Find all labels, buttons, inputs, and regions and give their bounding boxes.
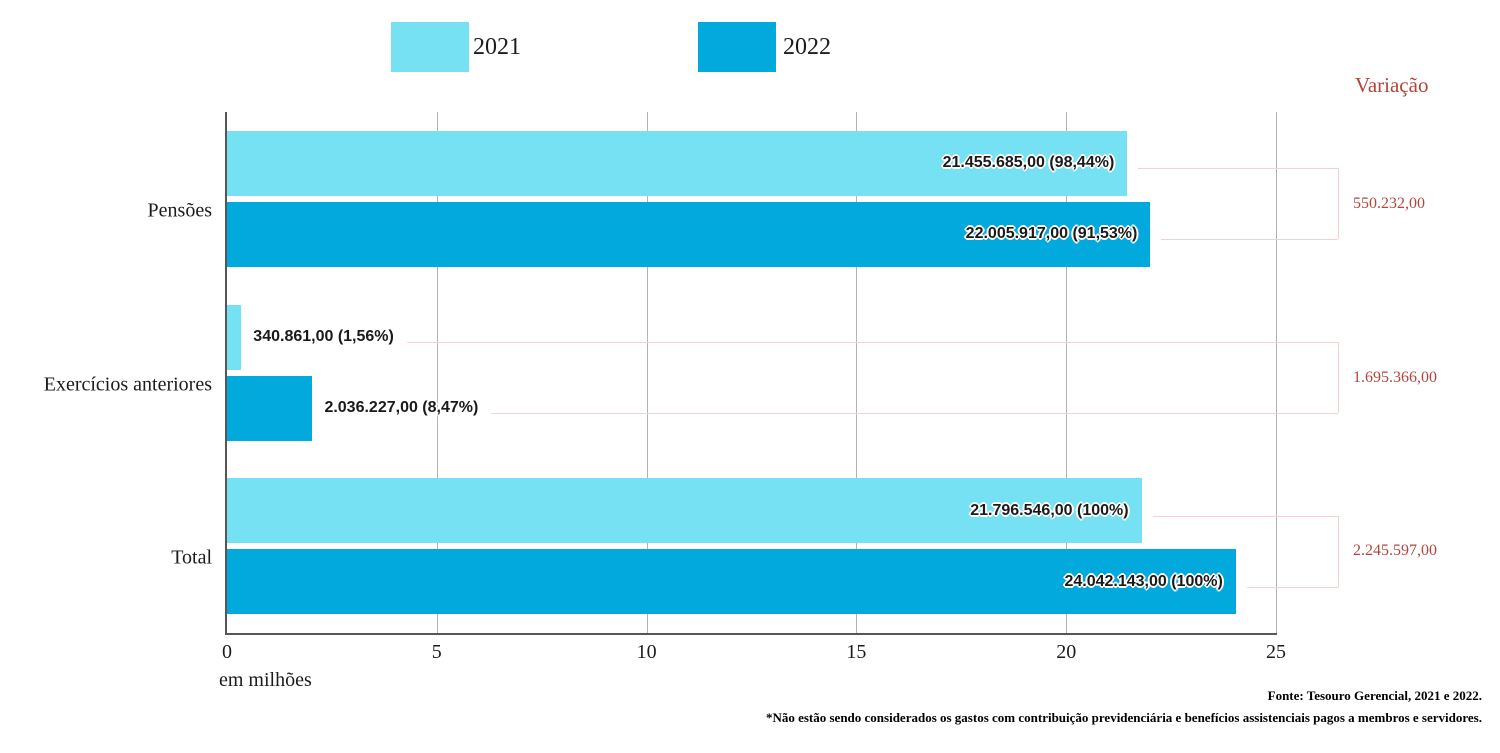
variation-bracket-2 xyxy=(1338,342,1339,413)
x-axis-unit-note: em milhões xyxy=(219,669,312,691)
legend-label-2021: 2021 xyxy=(473,34,521,60)
variation-value-1: 550.232,00 xyxy=(1353,194,1425,212)
variation-connector-2021-1 xyxy=(1138,168,1338,170)
variation-bracket-3 xyxy=(1338,515,1339,587)
x-tick-label-20: 20 xyxy=(1056,641,1077,663)
variation-connector-2021-3 xyxy=(1152,515,1338,517)
legend-swatch-2021 xyxy=(391,22,469,72)
variation-value-2: 1.695.366,00 xyxy=(1353,368,1437,386)
bar-label-2022-2: 2.036.227,00 (8,47%) xyxy=(324,399,479,416)
footer-note: *Não estão sendo considerados os gastos … xyxy=(765,710,1482,725)
x-tick-label-5: 5 xyxy=(431,641,442,663)
variation-bracket-1 xyxy=(1338,168,1339,240)
x-axis-line xyxy=(225,633,1277,635)
gridline-5 xyxy=(436,112,438,633)
gridline-20 xyxy=(1066,112,1068,633)
bar-2022-1 xyxy=(227,201,1151,267)
x-tick-label-15: 15 xyxy=(846,641,867,663)
gridline-25 xyxy=(1276,112,1277,633)
variation-connector-2022-1 xyxy=(1161,239,1338,241)
bar-label-2021-3: 21.796.546,00 (100%) xyxy=(970,501,1129,519)
x-tick-label-0: 0 xyxy=(222,641,232,663)
variation-value-3: 2.245.597,00 xyxy=(1353,542,1437,560)
footer-source: Fonte: Tesouro Gerencial, 2021 e 2022. xyxy=(1267,688,1482,703)
variation-connector-2022-3 xyxy=(1246,586,1338,588)
bar-2021-2 xyxy=(227,304,242,370)
variation-connector-2021-2 xyxy=(407,342,1338,343)
category-label-1: Pensões xyxy=(147,199,212,222)
gridline-10 xyxy=(646,112,648,633)
x-tick-label-25: 25 xyxy=(1266,641,1286,663)
bar-2022-3 xyxy=(227,549,1236,615)
variation-column-title: Variação xyxy=(1355,73,1429,97)
category-label-2: Exercícios anteriores xyxy=(43,373,212,395)
legend-swatch-2022 xyxy=(698,22,776,72)
y-axis-line xyxy=(225,112,227,633)
bar-label-2021-2: 340.861,00 (1,56%) xyxy=(253,328,394,345)
bar-2022-2 xyxy=(227,375,313,441)
legend-label-2022: 2022 xyxy=(783,34,831,60)
bar-label-2022-3: 24.042.143,00 (100%) xyxy=(1064,572,1223,590)
x-tick-label-10: 10 xyxy=(636,641,657,663)
bar-2021-1 xyxy=(227,130,1128,196)
bar-2021-3 xyxy=(227,478,1142,544)
bar-label-2022-1: 22.005.917,00 (91,53%) xyxy=(965,225,1138,243)
category-label-3: Total xyxy=(171,546,212,569)
gridline-15 xyxy=(856,112,858,633)
variation-connector-2022-2 xyxy=(491,413,1338,414)
bar-label-2021-1: 21.455.685,00 (98,44%) xyxy=(942,154,1115,172)
